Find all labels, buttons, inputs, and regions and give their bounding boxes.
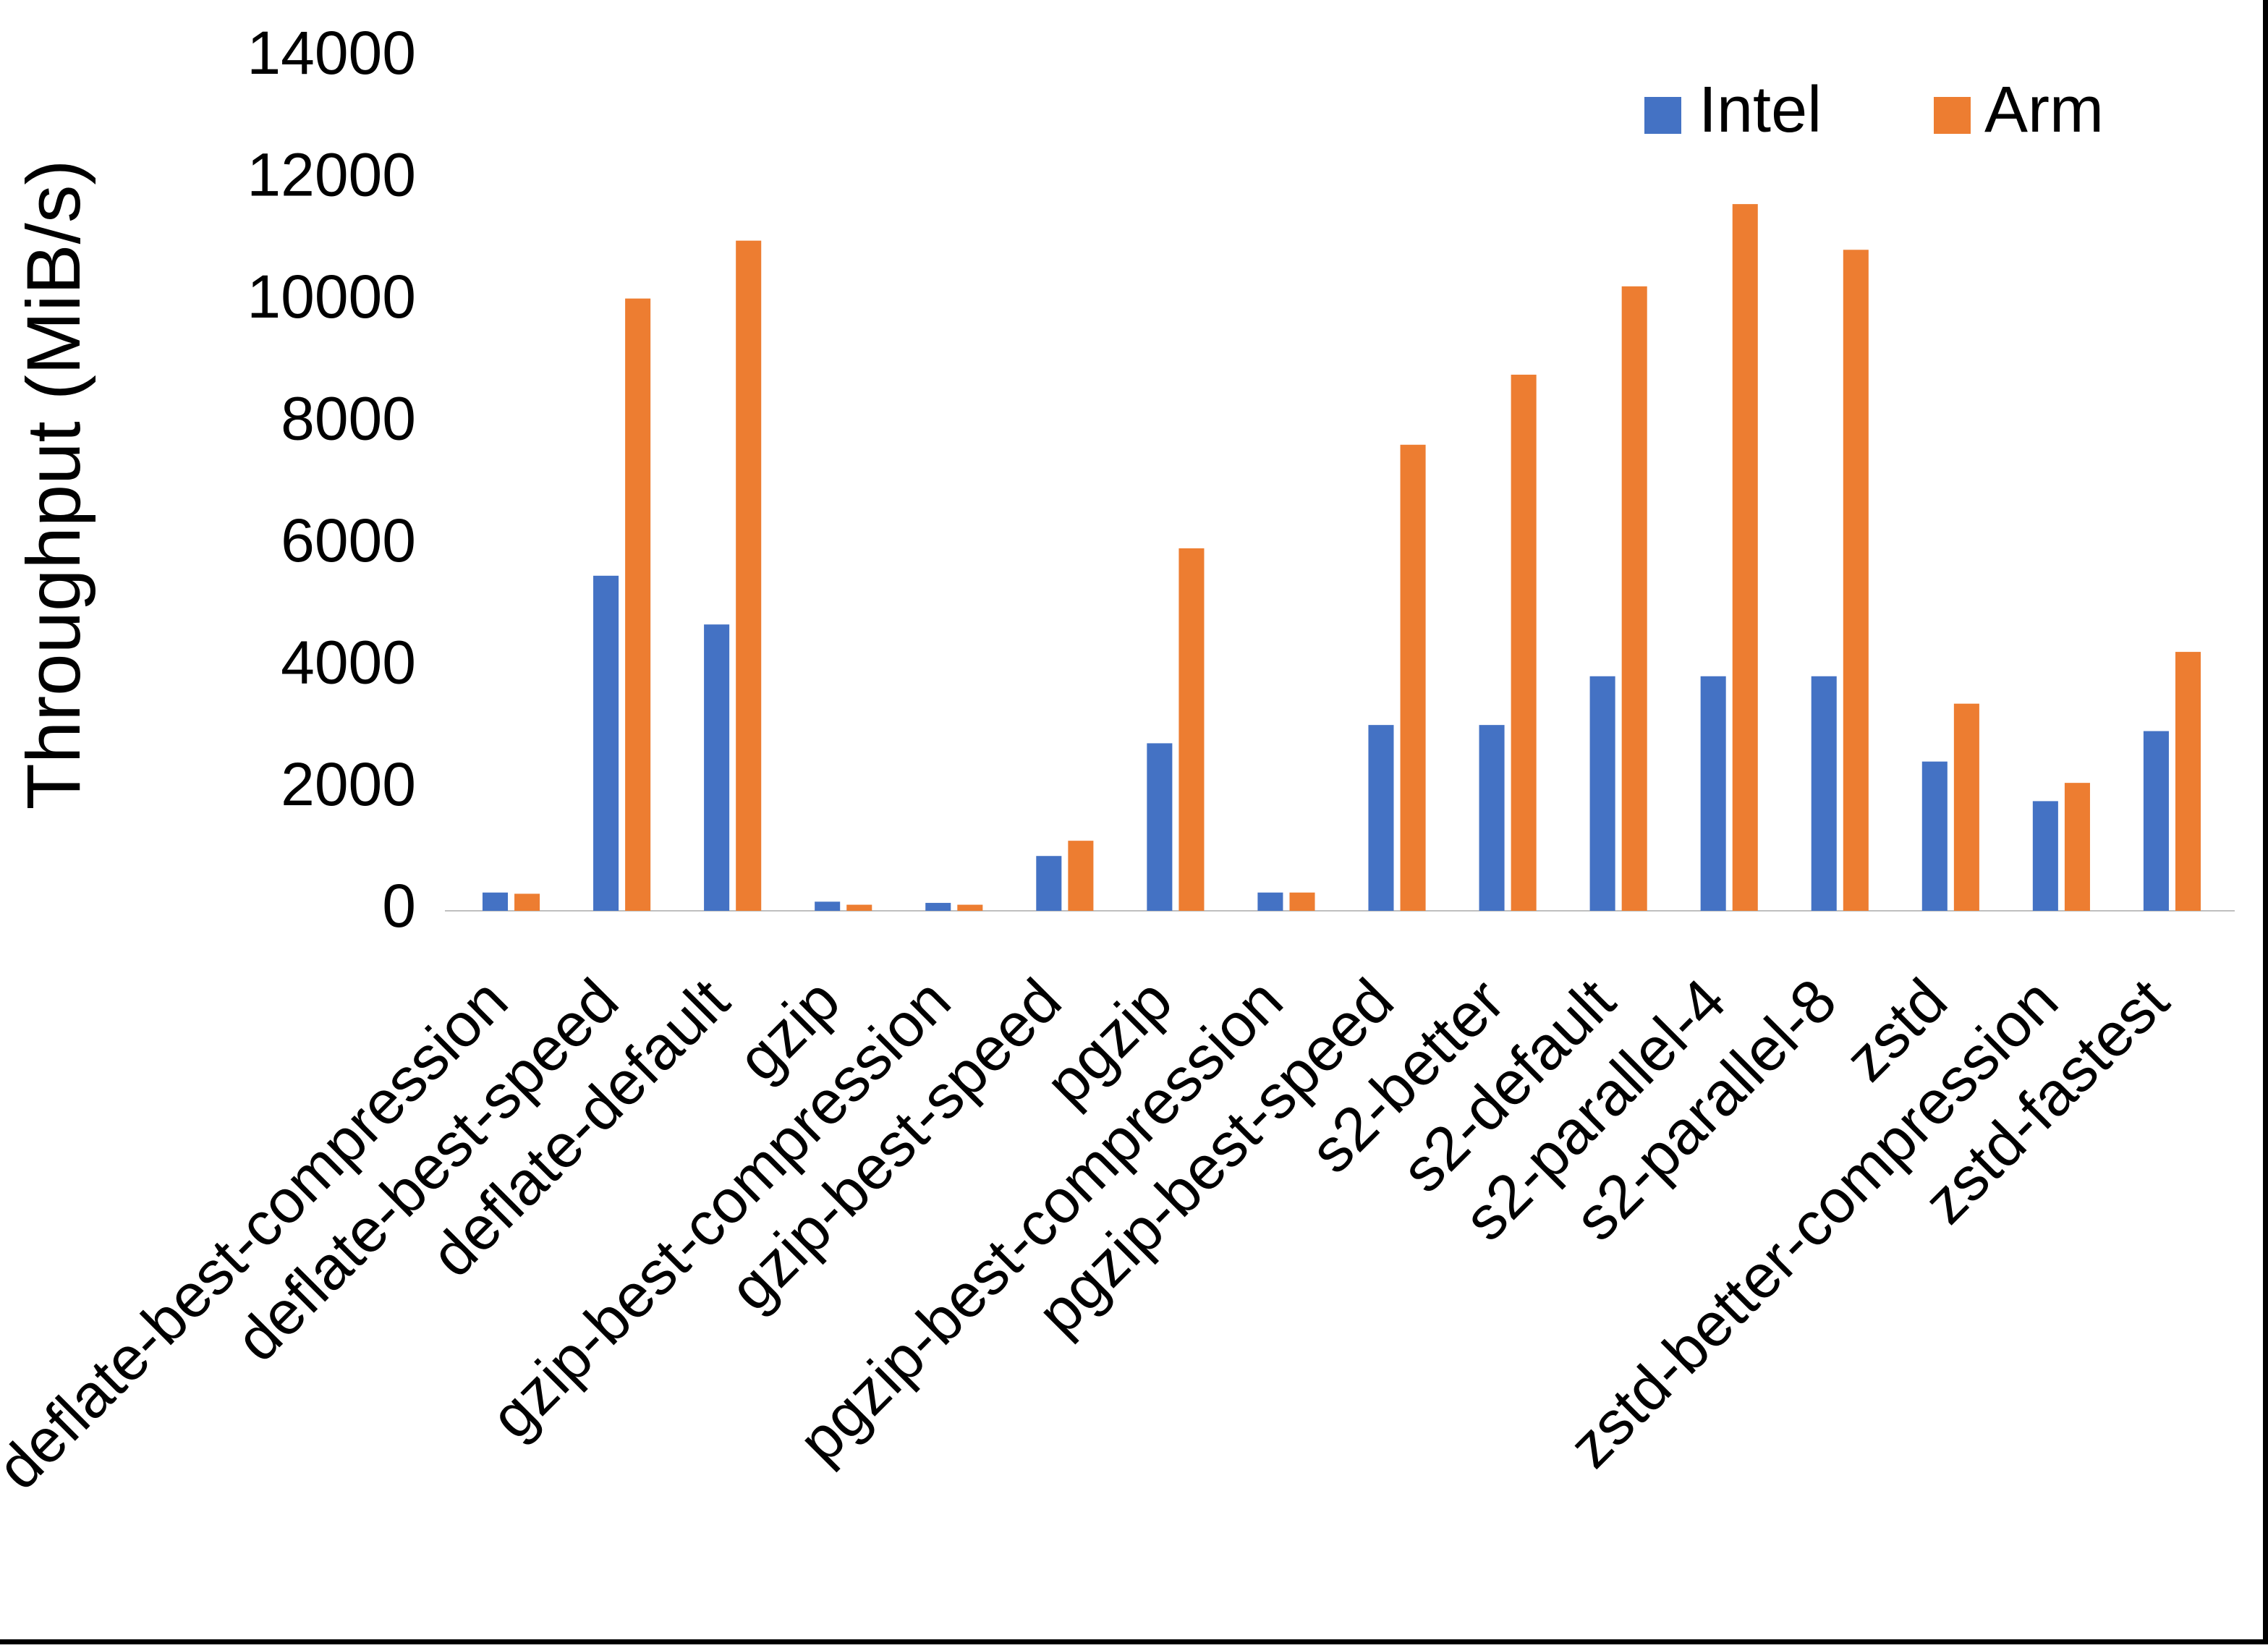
svg-text:4000: 4000 [281,628,416,696]
svg-text:2000: 2000 [281,750,416,818]
svg-text:0: 0 [382,872,416,940]
svg-text:6000: 6000 [281,506,416,574]
svg-text:12000: 12000 [247,141,416,209]
svg-text:10000: 10000 [247,263,416,331]
svg-text:14000: 14000 [247,19,416,87]
svg-text:8000: 8000 [281,384,416,452]
